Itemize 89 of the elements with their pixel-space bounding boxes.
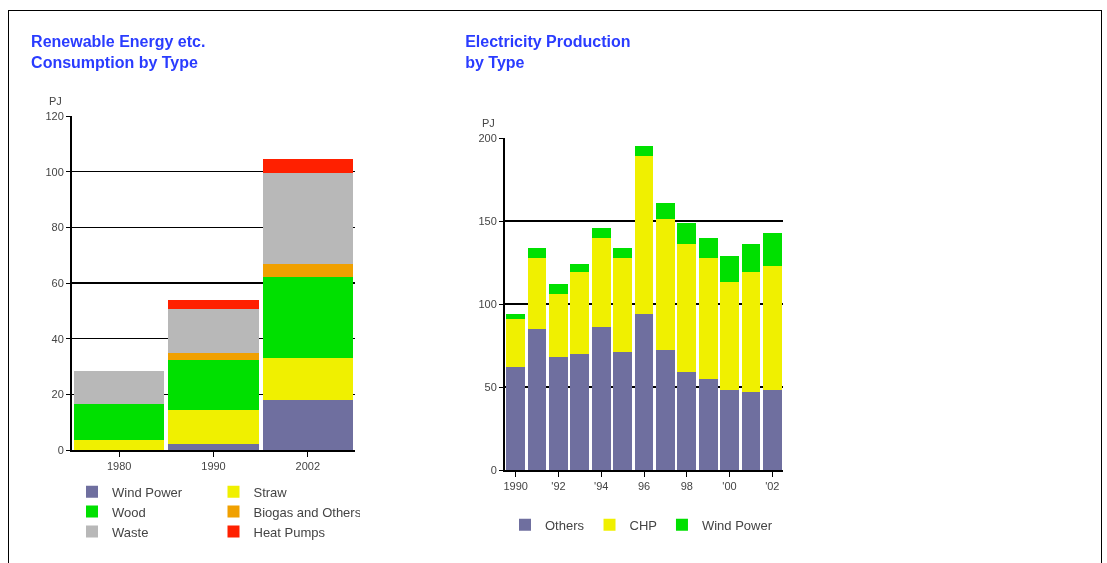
bar	[168, 352, 259, 360]
bar	[634, 146, 654, 157]
bar	[677, 372, 697, 470]
bar	[591, 237, 611, 328]
bar	[262, 173, 354, 264]
legend-label: Wood	[112, 504, 146, 520]
bar	[634, 313, 654, 470]
bar	[73, 404, 165, 441]
bar	[720, 390, 739, 470]
bar	[698, 378, 718, 470]
chart-title: Electricity Production by Type	[465, 33, 631, 71]
bar	[549, 284, 568, 295]
bar	[762, 232, 782, 266]
chart-title: Renewable Energy etc. Consumption by Type	[31, 33, 206, 71]
bar	[262, 263, 354, 278]
x-tick-label: 1980	[106, 460, 132, 473]
legend-label: Wind Power	[112, 484, 183, 500]
bar	[570, 264, 590, 273]
y-tick-label: 60	[51, 276, 64, 289]
bar	[655, 202, 675, 220]
y-tick-label: 50	[484, 380, 497, 393]
bar	[720, 282, 739, 391]
y-tick-label: 40	[51, 332, 64, 345]
y-tick-label: 20	[51, 388, 64, 401]
bar	[570, 272, 590, 354]
bar	[741, 272, 761, 392]
y-tick-label: 100	[478, 297, 497, 310]
y-axis-title: PJ	[482, 117, 495, 129]
x-tick-label: 98	[680, 480, 693, 493]
bar	[168, 444, 259, 450]
bar	[655, 219, 675, 351]
bar	[591, 327, 611, 470]
bar	[634, 156, 654, 314]
bar	[527, 247, 547, 258]
y-axis-title: PJ	[49, 95, 62, 107]
y-tick-label: 120	[45, 109, 64, 122]
x-tick-label: 2002	[295, 460, 321, 473]
bar	[262, 358, 354, 400]
bar	[262, 277, 354, 359]
y-tick-label: 100	[45, 165, 64, 178]
bar	[527, 257, 547, 329]
bar	[613, 257, 633, 353]
bar	[549, 357, 568, 470]
x-tick-label: '94	[594, 480, 609, 493]
bar	[677, 244, 697, 373]
legend-label: Straw	[253, 484, 288, 500]
bar	[762, 265, 782, 391]
y-tick-label: 0	[57, 443, 64, 456]
bar	[73, 440, 165, 450]
x-tick-label: 1990	[503, 480, 528, 493]
bar	[591, 227, 611, 238]
y-tick-label: 0	[490, 463, 497, 476]
bar	[262, 159, 354, 174]
bar	[741, 244, 761, 273]
bar	[570, 353, 590, 470]
x-tick-label: 96	[637, 480, 651, 493]
x-tick-label: '00	[722, 480, 737, 493]
bar	[73, 370, 165, 405]
bar	[613, 247, 633, 258]
legend-label: CHP	[629, 517, 657, 533]
y-tick-label: 150	[478, 214, 497, 227]
bar	[655, 350, 675, 470]
bar	[168, 299, 259, 310]
bar	[762, 390, 782, 470]
bar	[677, 222, 697, 245]
legend-label: Biogas and Others	[253, 504, 362, 520]
x-tick-label: 1990	[201, 460, 226, 473]
x-tick-label: '02	[765, 480, 780, 493]
bar	[506, 313, 526, 319]
legend-label: Others	[545, 517, 585, 533]
legend-label: Heat Pumps	[253, 524, 326, 540]
bar	[698, 257, 718, 379]
bar	[168, 309, 259, 353]
y-tick-label: 200	[478, 131, 497, 144]
bar	[549, 294, 568, 358]
legend-label: Wind Power	[701, 517, 773, 533]
bar	[720, 255, 739, 283]
x-tick-label: '92	[551, 480, 566, 493]
bar	[168, 409, 259, 445]
bar	[506, 318, 526, 368]
bar	[741, 391, 761, 470]
y-tick-label: 80	[51, 221, 64, 234]
bar	[613, 352, 633, 470]
bar	[506, 367, 526, 470]
bar	[262, 399, 354, 450]
bar	[168, 359, 259, 410]
legend-label: Waste	[112, 524, 149, 540]
bar	[698, 237, 718, 258]
bar	[527, 328, 547, 470]
